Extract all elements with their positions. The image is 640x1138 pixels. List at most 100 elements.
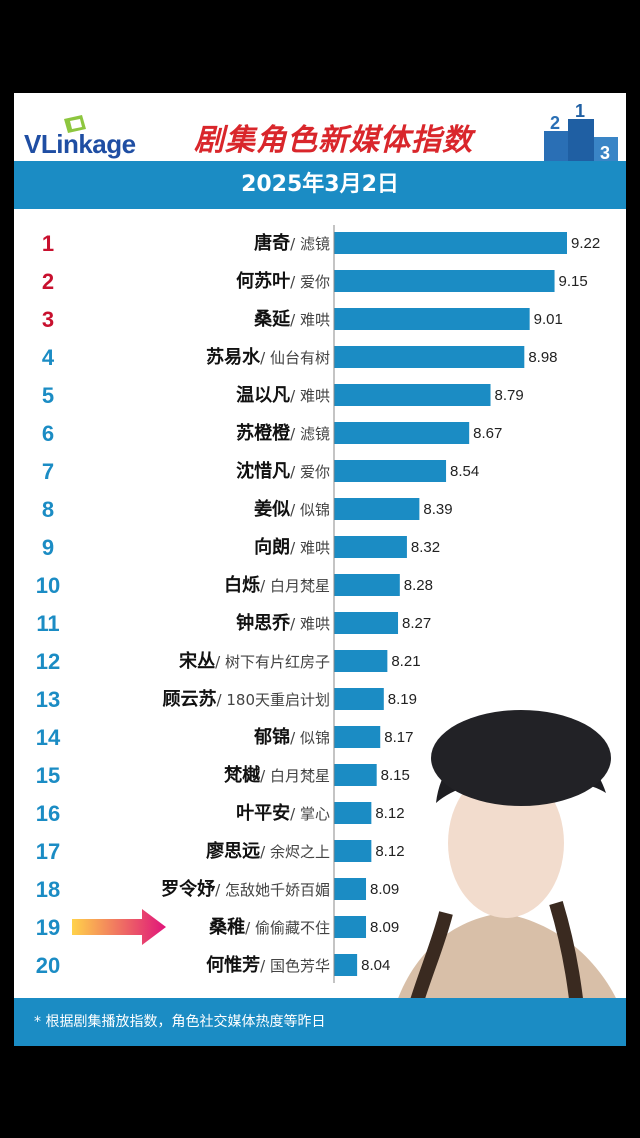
show-name: / 仙台有树 bbox=[260, 349, 330, 367]
character-name: 何苏叶 bbox=[236, 270, 290, 292]
show-name: / 难哄 bbox=[290, 387, 330, 405]
show-name: / 难哄 bbox=[290, 615, 330, 633]
rank-label: 20 bbox=[36, 953, 60, 978]
footer-note: * 根据剧集播放指数，角色社交媒体热度等昨日 bbox=[14, 998, 626, 1046]
bar bbox=[334, 574, 400, 596]
character-name: 桑延 bbox=[254, 309, 291, 330]
character-name: 温以凡 bbox=[236, 385, 290, 406]
logo-text: VLinkage bbox=[24, 129, 136, 159]
value-label: 8.09 bbox=[370, 919, 399, 936]
rank-label: 4 bbox=[42, 345, 55, 370]
rank-label: 16 bbox=[36, 801, 60, 826]
value-label: 8.79 bbox=[495, 387, 524, 404]
value-label: 8.54 bbox=[450, 463, 479, 480]
show-name: / 爱你 bbox=[290, 273, 330, 291]
value-label: 8.12 bbox=[375, 805, 404, 822]
show-name: / 白月梵星 bbox=[260, 577, 330, 595]
character-name: 廖思远 bbox=[206, 840, 260, 862]
svg-text:2: 2 bbox=[550, 113, 560, 133]
bar bbox=[334, 460, 447, 482]
character-name: 梵樾 bbox=[224, 764, 261, 786]
bar bbox=[334, 612, 399, 634]
character-name: 姜似 bbox=[254, 498, 290, 520]
svg-text:1: 1 bbox=[575, 101, 585, 121]
value-label: 9.22 bbox=[571, 235, 600, 252]
character-name: 罗令妤 bbox=[161, 878, 216, 900]
rank-label: 18 bbox=[36, 877, 60, 902]
show-name: / 偷偷藏不住 bbox=[245, 919, 330, 937]
show-name: / 怎敌她千娇百媚 bbox=[215, 881, 330, 899]
bar bbox=[334, 308, 530, 330]
show-name: / 滤镜 bbox=[290, 235, 330, 253]
page-title: 剧集角色新媒体指数 bbox=[194, 123, 473, 158]
rank-label: 3 bbox=[42, 307, 54, 332]
bar bbox=[334, 840, 372, 862]
highlight-arrow-icon bbox=[72, 909, 166, 945]
rank-label: 8 bbox=[42, 497, 54, 522]
character-name: 叶平安 bbox=[236, 802, 290, 824]
value-label: 8.32 bbox=[411, 539, 440, 556]
bar bbox=[334, 802, 372, 824]
bar bbox=[334, 232, 567, 254]
show-name: / 180天重启计划 bbox=[217, 691, 330, 709]
bar bbox=[334, 688, 384, 710]
rank-label: 6 bbox=[42, 421, 54, 446]
character-name: 宋丛 bbox=[179, 650, 215, 672]
bar bbox=[334, 726, 381, 748]
rank-label: 11 bbox=[36, 611, 59, 636]
rank-label: 7 bbox=[42, 459, 54, 484]
rank-label: 2 bbox=[42, 269, 54, 294]
value-label: 8.98 bbox=[528, 349, 557, 366]
show-name: / 白月梵星 bbox=[260, 767, 330, 785]
character-photo bbox=[386, 710, 626, 1046]
show-name: / 树下有片红房子 bbox=[215, 653, 330, 671]
bar bbox=[334, 536, 407, 558]
show-name: / 余烬之上 bbox=[260, 843, 330, 861]
value-label: 8.39 bbox=[423, 501, 452, 518]
chart-card: VLinkage 剧集角色新媒体指数 2 1 3 2025年3月2日 1 唐奇 /… bbox=[14, 93, 626, 1046]
show-name: / 国色芳华 bbox=[260, 957, 330, 975]
character-name: 顾云苏 bbox=[163, 688, 217, 710]
value-label: 9.01 bbox=[534, 311, 563, 328]
show-name: / 掌心 bbox=[290, 805, 330, 823]
bar-chart: 1 唐奇 / 滤镜 9.22 2 何苏叶 / 爱你 9.15 3 桑延 / 难哄 9.01 4 苏易… bbox=[36, 225, 600, 983]
rank-label: 1 bbox=[42, 231, 54, 256]
show-name: / 似锦 bbox=[290, 501, 330, 519]
value-label: 8.12 bbox=[375, 843, 404, 860]
character-name: 何惟芳 bbox=[206, 954, 260, 976]
character-name: 白烁 bbox=[224, 574, 260, 596]
value-label: 8.67 bbox=[473, 425, 502, 442]
rank-label: 15 bbox=[36, 763, 60, 788]
vlinkage-logo: VLinkage bbox=[20, 113, 160, 159]
value-label: 9.15 bbox=[559, 273, 588, 290]
rank-label: 19 bbox=[36, 915, 60, 940]
bar bbox=[334, 346, 525, 368]
show-name: / 爱你 bbox=[290, 463, 330, 481]
character-name: 苏橙橙 bbox=[236, 422, 291, 444]
value-label: 8.04 bbox=[361, 957, 390, 974]
rank-label: 12 bbox=[36, 649, 60, 674]
character-name: 郁锦 bbox=[253, 726, 290, 748]
rank-label: 17 bbox=[36, 839, 60, 864]
character-name: 苏易水 bbox=[206, 346, 261, 368]
show-name: / 似锦 bbox=[290, 729, 330, 747]
bar bbox=[334, 270, 555, 292]
bar bbox=[334, 650, 388, 672]
show-name: / 难哄 bbox=[290, 311, 330, 329]
show-name: / 滤镜 bbox=[290, 425, 330, 443]
character-name: 向朗 bbox=[254, 536, 290, 558]
value-label: 8.17 bbox=[384, 729, 413, 746]
bar bbox=[334, 498, 420, 520]
value-label: 8.28 bbox=[404, 577, 433, 594]
podium-icon: 2 1 3 bbox=[544, 101, 618, 163]
bar bbox=[334, 764, 377, 786]
value-label: 8.21 bbox=[391, 653, 420, 670]
rank-label: 14 bbox=[36, 725, 61, 750]
value-label: 8.27 bbox=[402, 615, 431, 632]
logo-icon bbox=[64, 115, 86, 133]
character-name: 钟思乔 bbox=[236, 612, 291, 634]
bar bbox=[334, 422, 470, 444]
bar bbox=[334, 916, 367, 938]
bar bbox=[334, 878, 367, 900]
value-label: 8.19 bbox=[388, 691, 417, 708]
